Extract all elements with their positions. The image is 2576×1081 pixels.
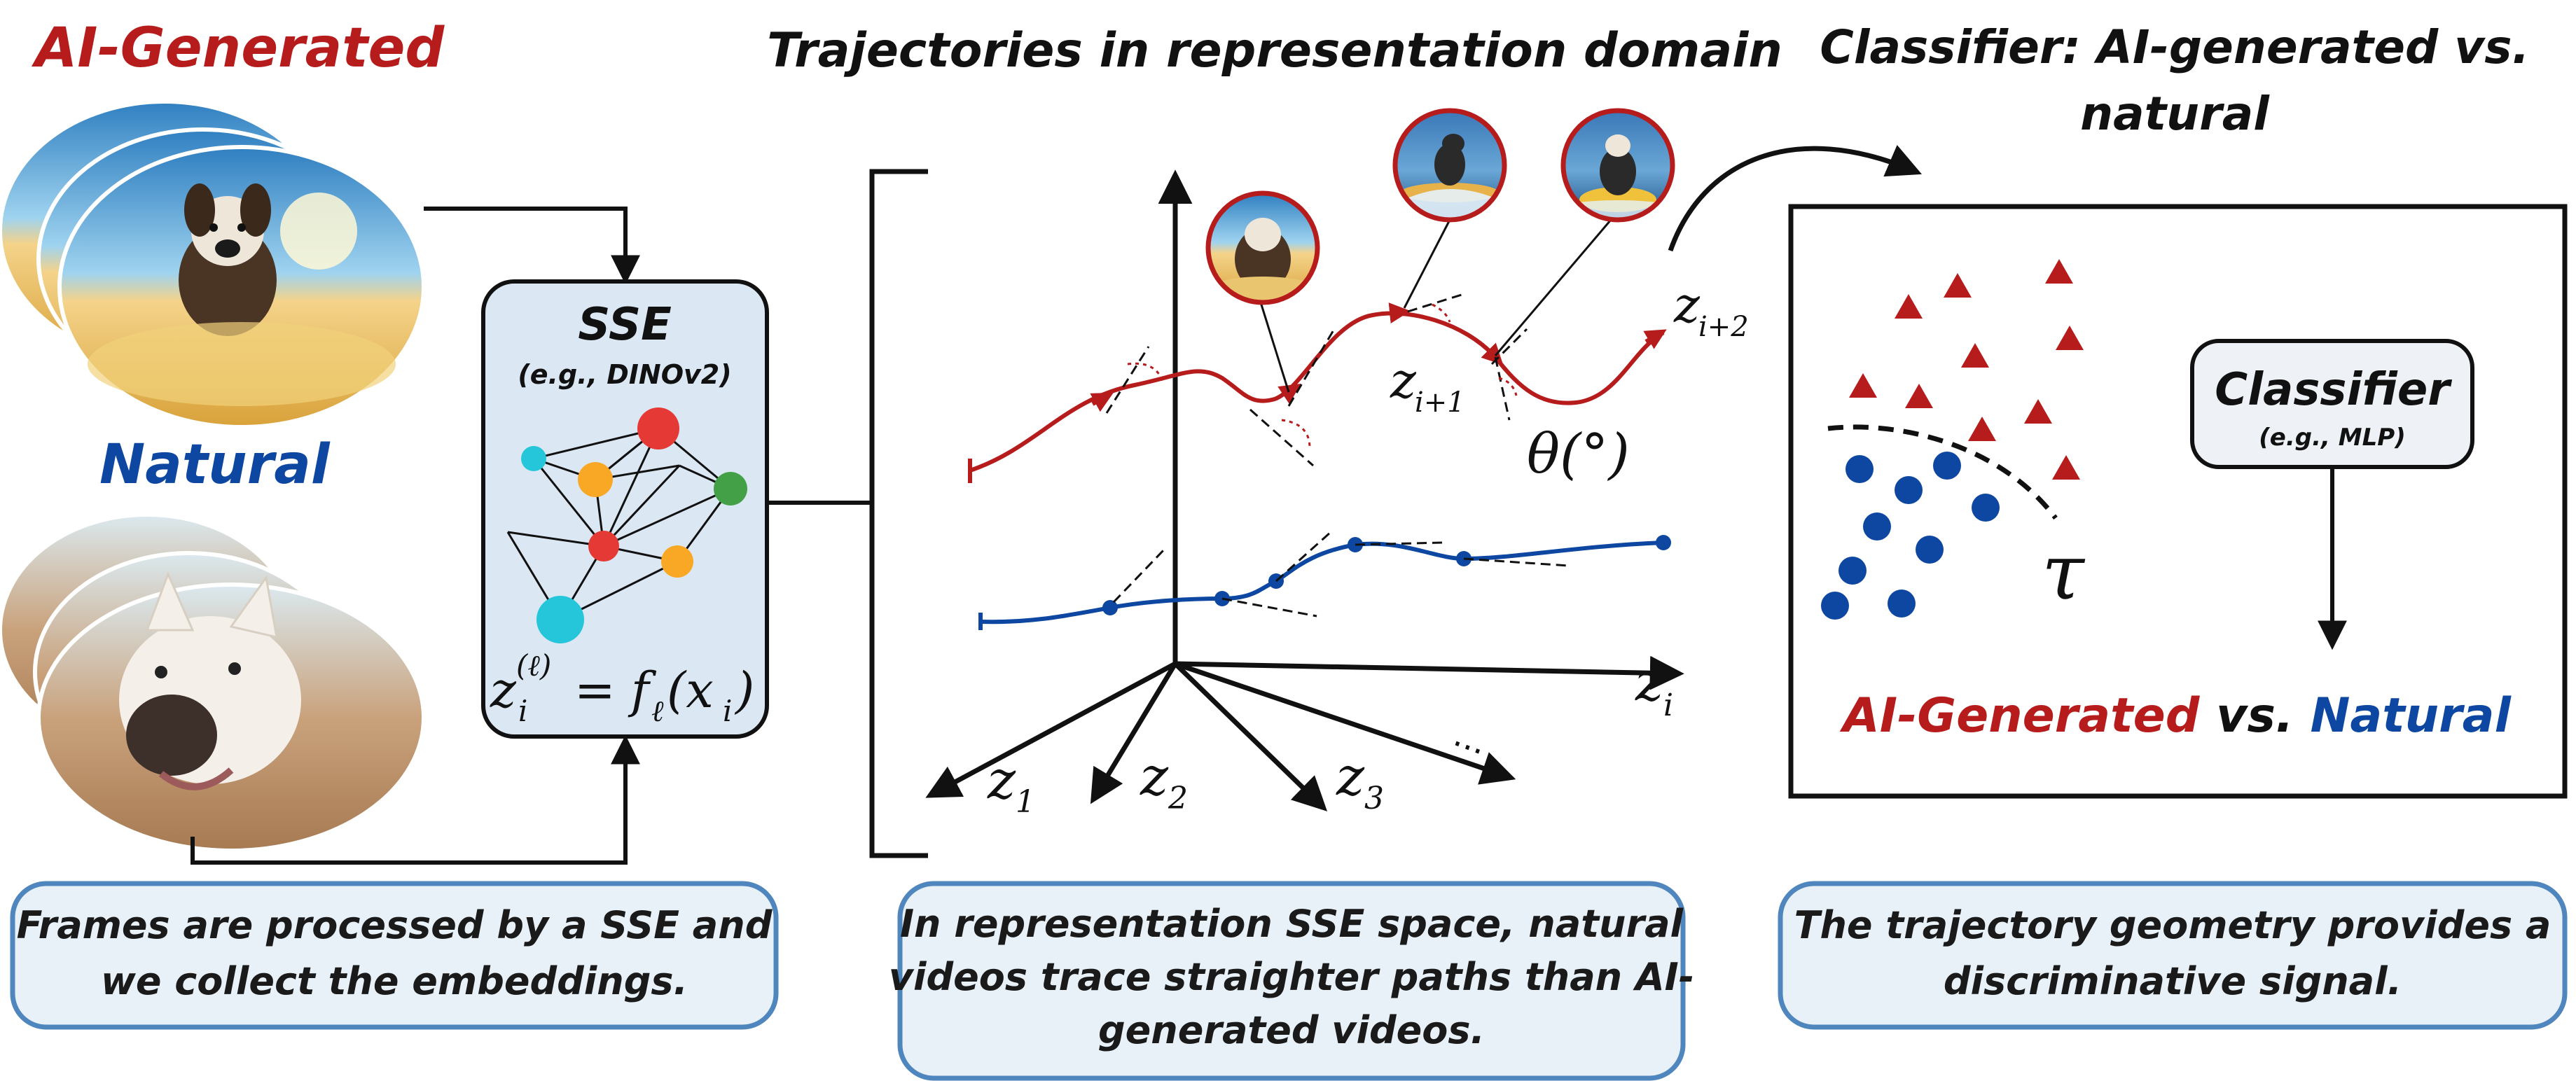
middle-caption-line-1: In representation SSE space, natural bbox=[900, 902, 1684, 946]
natural-frame-stack bbox=[0, 512, 426, 853]
formula-arg-sub: i bbox=[723, 694, 732, 728]
formula-sub-i: i bbox=[518, 694, 527, 728]
right-title-line-2: natural bbox=[2080, 87, 2270, 141]
left-caption-box: Frames are processed by a SSE and we col… bbox=[10, 881, 779, 1030]
label-z-i-plus-1-sub: i+1 bbox=[1415, 386, 1465, 419]
ai-generated-label: AI-Generated bbox=[31, 17, 445, 80]
dog-silhouette-icon bbox=[179, 183, 277, 336]
node-cyan-bottom bbox=[536, 596, 584, 643]
node-orange-left bbox=[578, 462, 613, 497]
label-z-i-plus-1: z bbox=[1390, 352, 1417, 410]
right-title-line-1: Classifier: AI-generated vs. bbox=[1820, 20, 2529, 74]
ai-frame-stack bbox=[0, 99, 426, 429]
encoder-formula: z i (ℓ) = f ℓ (x i ) bbox=[490, 648, 754, 728]
axis-label-z3-sub: 3 bbox=[1364, 781, 1384, 816]
axis-label-z3: z bbox=[1336, 745, 1365, 807]
axis-label-ellipsis: ... bbox=[1449, 715, 1493, 762]
middle-caption-line-3: generated videos. bbox=[1098, 1008, 1485, 1052]
trajectory-frame-3 bbox=[1560, 108, 1675, 223]
trajectory-frame-2 bbox=[1392, 108, 1507, 223]
node-orange-right bbox=[661, 545, 693, 578]
axis-label-z1: z bbox=[987, 748, 1016, 811]
ai-trajectory bbox=[968, 293, 1667, 483]
label-z-i-plus-2-sub: i+2 bbox=[1698, 311, 1749, 343]
encoder-subtitle: (e.g., DINOv2) bbox=[518, 359, 731, 390]
right-caption-line-1: The trajectory geometry provides a bbox=[1794, 903, 2551, 947]
middle-caption-line-2: videos trace straighter paths than AI- bbox=[889, 955, 1694, 999]
axes bbox=[925, 169, 1684, 811]
trajectory-bracket bbox=[869, 169, 928, 858]
node-red-top bbox=[637, 407, 679, 449]
axis-label-zi: z bbox=[1635, 650, 1664, 713]
white-dog-icon bbox=[119, 571, 301, 790]
axis-label-z1-sub: 1 bbox=[1016, 784, 1035, 820]
right-caption-box: The trajectory geometry provides a discr… bbox=[1778, 881, 2568, 1030]
frame-pointer-lines bbox=[1259, 219, 1612, 393]
formula-sup-l: (ℓ) bbox=[516, 648, 551, 683]
node-cyan-top bbox=[521, 446, 546, 471]
left-caption-line-1: Frames are processed by a SSE and bbox=[17, 903, 773, 947]
label-z-i-plus-2: z bbox=[1673, 277, 1701, 334]
label-theta: θ(°) bbox=[1527, 423, 1630, 486]
decision-boundary bbox=[1827, 424, 2058, 520]
classifier-subtitle: (e.g., MLP) bbox=[2259, 424, 2405, 452]
axis-label-zi-sub: i bbox=[1663, 688, 1673, 723]
natural-to-encoder-arrow bbox=[191, 734, 640, 865]
formula-z: z bbox=[490, 662, 517, 719]
middle-title: Trajectories in representation domain bbox=[767, 23, 1782, 78]
classifier-panel bbox=[1788, 204, 2568, 799]
formula-close: ) bbox=[734, 662, 754, 719]
node-green bbox=[714, 472, 747, 505]
axis-labels: z i z 1 z 2 z 3 ... z i+1 z i+2 θ(°) bbox=[987, 277, 1749, 820]
axis-label-z2-sub: 2 bbox=[1168, 781, 1188, 816]
threshold-symbol: τ bbox=[2042, 527, 2086, 617]
formula-eq-f: = f bbox=[574, 662, 657, 719]
formula-sub-l: ℓ bbox=[651, 694, 664, 728]
encoder-box: SSE (e.g., DINOv2) bbox=[481, 279, 769, 739]
result-ai: AI-Generated bbox=[1839, 688, 2201, 744]
axis-label-z2: z bbox=[1140, 745, 1169, 807]
natural-scatter-points bbox=[1821, 452, 2000, 620]
formula-arg: (x bbox=[667, 662, 714, 719]
trajectory-to-classifier-arrow bbox=[1668, 145, 1923, 252]
encoder-title: SSE bbox=[578, 299, 672, 351]
result-vs: vs. bbox=[2199, 688, 2310, 744]
classifier-title: Classifier bbox=[2215, 364, 2452, 416]
left-caption-line-2: we collect the embeddings. bbox=[101, 959, 688, 1003]
ai-to-encoder-arrow bbox=[424, 207, 640, 285]
middle-caption-box: In representation SSE space, natural vid… bbox=[889, 881, 1694, 1081]
natural-trajectory bbox=[978, 531, 1671, 630]
classifier-box: Classifier (e.g., MLP) bbox=[2190, 339, 2474, 469]
result-natural: Natural bbox=[2310, 688, 2512, 744]
node-red-center bbox=[588, 531, 619, 562]
result-line: AI-Generated vs. Natural bbox=[1839, 688, 2512, 744]
natural-label: Natural bbox=[99, 433, 331, 496]
ai-scatter-points bbox=[1849, 259, 2084, 480]
trajectory-frame-1 bbox=[1205, 190, 1320, 305]
right-caption-line-2: discriminative signal. bbox=[1944, 959, 2402, 1003]
